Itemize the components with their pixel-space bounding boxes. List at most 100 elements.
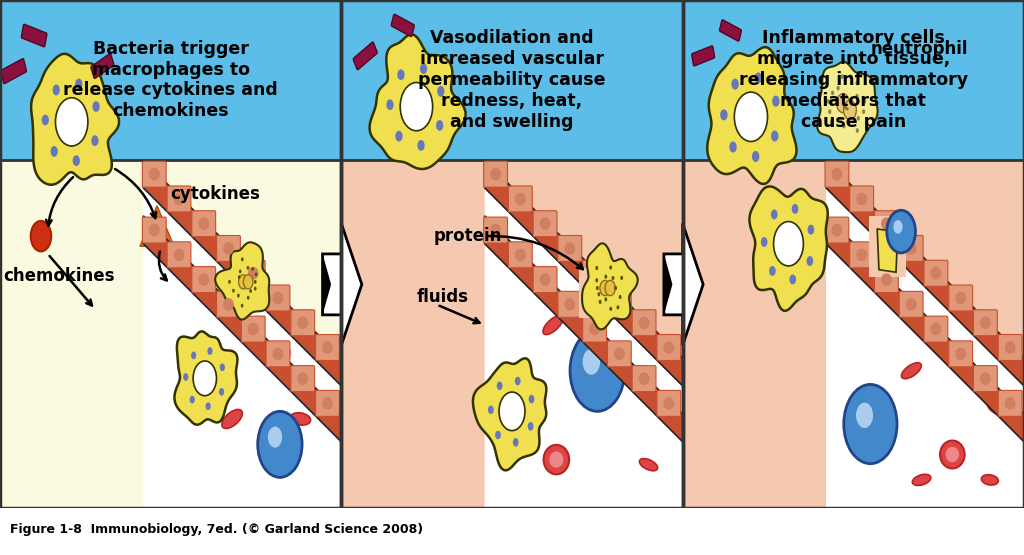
Ellipse shape bbox=[664, 397, 674, 410]
FancyBboxPatch shape bbox=[948, 341, 973, 367]
Circle shape bbox=[386, 99, 393, 110]
Circle shape bbox=[605, 280, 615, 296]
Circle shape bbox=[250, 289, 252, 293]
FancyBboxPatch shape bbox=[191, 211, 216, 236]
Ellipse shape bbox=[945, 447, 959, 462]
Circle shape bbox=[91, 135, 98, 146]
Circle shape bbox=[400, 83, 432, 131]
Polygon shape bbox=[143, 216, 341, 442]
Circle shape bbox=[499, 392, 525, 431]
FancyBboxPatch shape bbox=[924, 260, 948, 286]
Text: protein: protein bbox=[433, 227, 502, 245]
Ellipse shape bbox=[981, 475, 998, 485]
Polygon shape bbox=[174, 331, 238, 425]
Ellipse shape bbox=[248, 323, 259, 335]
Ellipse shape bbox=[639, 458, 657, 471]
FancyBboxPatch shape bbox=[167, 242, 190, 268]
Circle shape bbox=[406, 91, 419, 110]
Circle shape bbox=[595, 266, 598, 270]
Polygon shape bbox=[215, 243, 269, 320]
Circle shape bbox=[807, 256, 813, 266]
Circle shape bbox=[609, 307, 612, 311]
Circle shape bbox=[189, 396, 195, 403]
Circle shape bbox=[771, 209, 777, 219]
Polygon shape bbox=[708, 47, 797, 184]
Circle shape bbox=[597, 292, 600, 296]
Circle shape bbox=[856, 128, 859, 133]
Ellipse shape bbox=[955, 347, 966, 360]
Polygon shape bbox=[143, 188, 341, 414]
Circle shape bbox=[720, 109, 728, 120]
Text: neutrophil: neutrophil bbox=[870, 41, 968, 58]
Ellipse shape bbox=[589, 323, 600, 335]
FancyBboxPatch shape bbox=[998, 335, 1022, 361]
Circle shape bbox=[596, 286, 599, 290]
Circle shape bbox=[232, 289, 234, 292]
Circle shape bbox=[55, 98, 88, 146]
FancyBboxPatch shape bbox=[825, 162, 849, 187]
Circle shape bbox=[206, 402, 211, 410]
Circle shape bbox=[219, 388, 224, 396]
Circle shape bbox=[238, 275, 241, 279]
FancyBboxPatch shape bbox=[825, 217, 849, 243]
Circle shape bbox=[247, 266, 249, 270]
Circle shape bbox=[611, 276, 614, 280]
FancyBboxPatch shape bbox=[291, 310, 314, 336]
Ellipse shape bbox=[322, 341, 333, 354]
FancyBboxPatch shape bbox=[22, 24, 47, 47]
Circle shape bbox=[527, 422, 534, 431]
FancyBboxPatch shape bbox=[998, 390, 1022, 416]
Polygon shape bbox=[484, 188, 683, 414]
FancyBboxPatch shape bbox=[899, 235, 923, 261]
Circle shape bbox=[600, 280, 610, 296]
Polygon shape bbox=[143, 160, 341, 386]
FancyBboxPatch shape bbox=[1, 59, 27, 84]
Circle shape bbox=[729, 142, 736, 153]
Circle shape bbox=[513, 438, 518, 447]
Ellipse shape bbox=[148, 224, 160, 236]
Circle shape bbox=[504, 398, 514, 414]
Circle shape bbox=[268, 427, 282, 448]
FancyBboxPatch shape bbox=[242, 316, 265, 342]
Polygon shape bbox=[140, 206, 174, 246]
Circle shape bbox=[609, 265, 612, 270]
Ellipse shape bbox=[905, 298, 916, 311]
Ellipse shape bbox=[905, 242, 916, 255]
FancyBboxPatch shape bbox=[874, 211, 898, 236]
Ellipse shape bbox=[988, 402, 1006, 415]
Circle shape bbox=[255, 273, 257, 276]
Circle shape bbox=[583, 349, 600, 375]
Polygon shape bbox=[473, 359, 547, 470]
FancyBboxPatch shape bbox=[315, 390, 339, 416]
Circle shape bbox=[773, 221, 804, 266]
Ellipse shape bbox=[881, 218, 892, 230]
Ellipse shape bbox=[931, 323, 941, 335]
Circle shape bbox=[515, 377, 520, 385]
Ellipse shape bbox=[490, 168, 501, 180]
Ellipse shape bbox=[173, 249, 184, 261]
FancyBboxPatch shape bbox=[534, 266, 557, 292]
Circle shape bbox=[844, 385, 897, 463]
Ellipse shape bbox=[564, 242, 575, 255]
Circle shape bbox=[197, 367, 206, 381]
Circle shape bbox=[251, 267, 254, 271]
FancyBboxPatch shape bbox=[874, 266, 898, 292]
Ellipse shape bbox=[664, 341, 674, 354]
Bar bbox=[0, 0, 341, 508]
Ellipse shape bbox=[540, 273, 551, 286]
Circle shape bbox=[247, 296, 250, 300]
Circle shape bbox=[599, 300, 601, 304]
Circle shape bbox=[437, 86, 444, 97]
Circle shape bbox=[528, 395, 535, 403]
Circle shape bbox=[826, 99, 830, 104]
Circle shape bbox=[254, 287, 257, 291]
FancyBboxPatch shape bbox=[632, 366, 656, 392]
Circle shape bbox=[772, 95, 779, 107]
Circle shape bbox=[621, 276, 623, 280]
Ellipse shape bbox=[268, 336, 298, 370]
Text: chemokines: chemokines bbox=[3, 266, 115, 285]
Circle shape bbox=[50, 146, 57, 157]
Circle shape bbox=[843, 124, 846, 129]
Ellipse shape bbox=[589, 267, 600, 280]
Ellipse shape bbox=[490, 224, 501, 236]
